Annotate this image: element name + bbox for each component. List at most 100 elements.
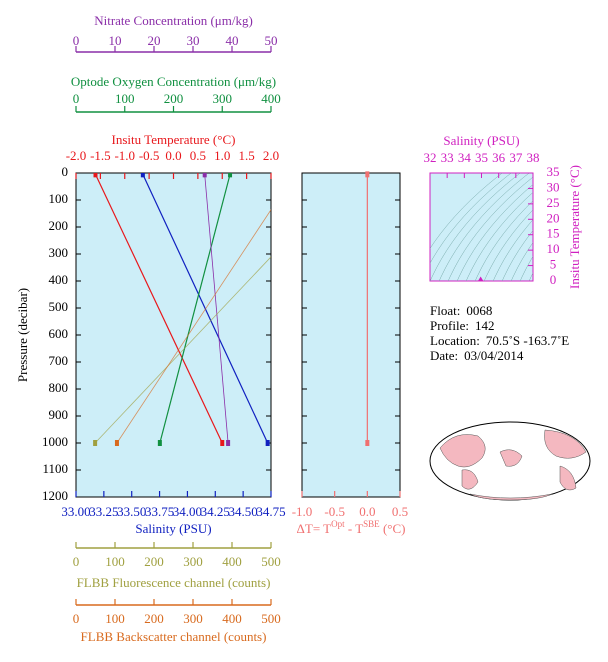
- x-tick-label: 0: [73, 91, 80, 106]
- profile-marker: [202, 173, 207, 178]
- plot-area: [75, 172, 272, 498]
- float-info-label: Date:: [430, 348, 458, 363]
- x-tick-label: 100: [105, 554, 125, 569]
- density-contour: [519, 255, 533, 281]
- plot-area: [301, 172, 401, 498]
- x-tick-label: 0.5: [190, 148, 206, 163]
- x-tick-label: 0: [73, 33, 80, 48]
- x-tick-label: 35: [475, 150, 488, 165]
- profile-marker: [228, 173, 233, 178]
- x-axis-title: FLBB Backscatter channel (counts): [81, 629, 267, 644]
- y-tick-label: 30: [547, 179, 560, 194]
- profile-line: [159, 174, 231, 444]
- density-contour: [447, 176, 533, 281]
- profile-marker: [157, 440, 162, 446]
- y-tick-label: 400: [49, 272, 69, 287]
- x-tick-label: 400: [222, 611, 242, 626]
- x-tick-label: 500: [261, 611, 281, 626]
- x-tick-label: 0: [73, 554, 80, 569]
- x-tick-label: 40: [226, 33, 239, 48]
- x-axis-title: Nitrate Concentration (μm/kg): [94, 13, 253, 28]
- x-tick-label: 10: [109, 33, 122, 48]
- profile-marker: [265, 440, 270, 446]
- float-info-value: 0068: [466, 303, 492, 318]
- x-tick-label: 30: [187, 33, 200, 48]
- x-tick-label: 34.50: [229, 504, 258, 519]
- x-axis-title-part: SBE: [363, 519, 380, 529]
- x-tick-label: 32: [424, 150, 437, 165]
- y-tick-label: 0: [550, 272, 557, 287]
- x-tick-label: 300: [213, 91, 233, 106]
- float-info-label: Float:: [430, 303, 460, 318]
- x-tick-label: 100: [105, 611, 125, 626]
- density-contour: [430, 173, 521, 281]
- profile-line: [204, 174, 229, 444]
- y-tick-label: 800: [49, 380, 69, 395]
- float-info: Location: 70.5˚S -163.7˚E: [430, 333, 569, 348]
- x-tick-label: 34.25: [201, 504, 230, 519]
- profile-marker: [93, 173, 98, 178]
- profile-marker: [114, 440, 119, 446]
- x-tick-label: 33: [441, 150, 454, 165]
- profile-marker: [292, 171, 296, 177]
- float-info-value: 70.5˚S -163.7˚E: [486, 333, 569, 348]
- density-contour: [430, 173, 503, 249]
- x-tick-label: 0.0: [165, 148, 181, 163]
- profile-marker: [226, 440, 231, 446]
- x-tick-label: 0.5: [392, 504, 408, 519]
- y-axis-title: Insitu Temperature (°C): [567, 165, 582, 289]
- x-tick-label: -1.5: [90, 148, 111, 163]
- y-tick-label: 1200: [42, 488, 68, 503]
- y-tick-label: 10: [547, 241, 560, 256]
- profile-line: [116, 209, 271, 444]
- profile-marker: [365, 440, 370, 446]
- y-tick-label: 20: [547, 210, 560, 225]
- y-tick-label: 1000: [42, 434, 68, 449]
- density-contour: [474, 200, 533, 281]
- y-tick-label: 300: [49, 245, 69, 260]
- x-tick-label: 0: [73, 611, 80, 626]
- x-axis-title-part: - T: [345, 521, 364, 536]
- density-contour: [510, 242, 533, 281]
- y-tick-label: 1100: [42, 461, 68, 476]
- x-axis-title: ΔT= TOpt - TSBE (°C): [297, 519, 406, 536]
- x-axis-title: FLBB Fluorescence channel (counts): [77, 575, 271, 590]
- float-info: Profile: 142: [430, 318, 495, 333]
- x-tick-label: 34.75: [256, 504, 285, 519]
- x-tick-label: 2.0: [263, 148, 279, 163]
- x-tick-label: 1.5: [239, 148, 255, 163]
- x-tick-label: 300: [183, 554, 203, 569]
- x-axis-title-part: (°C): [380, 521, 406, 536]
- ts-point: [477, 276, 484, 282]
- x-axis-title: Optode Oxygen Concentration (μm/kg): [71, 74, 276, 89]
- x-tick-label: 33.25: [89, 504, 118, 519]
- x-tick-label: 500: [261, 554, 281, 569]
- y-tick-label: 35: [547, 164, 560, 179]
- x-tick-label: 37: [509, 150, 523, 165]
- data-layer: [365, 171, 370, 446]
- x-axis-title: Salinity (PSU): [135, 521, 211, 536]
- float-info-value: 142: [475, 318, 495, 333]
- x-tick-label: 400: [261, 91, 281, 106]
- density-contour: [483, 209, 533, 281]
- density-contour: [430, 173, 512, 264]
- x-axis-title-part: ΔT= T: [297, 521, 332, 536]
- y-tick-label: 5: [550, 257, 557, 272]
- profile-marker: [93, 440, 98, 446]
- x-tick-label: 0.0: [359, 504, 375, 519]
- x-tick-label: 38: [527, 150, 540, 165]
- x-tick-label: 1.0: [214, 148, 230, 163]
- profile-marker: [220, 440, 225, 446]
- x-tick-label: 33.00: [61, 504, 90, 519]
- y-tick-label: 700: [49, 353, 69, 368]
- density-contour: [465, 192, 533, 281]
- x-tick-label: 33.75: [145, 504, 174, 519]
- profile-line: [94, 174, 223, 444]
- x-tick-label: 200: [164, 91, 184, 106]
- y-tick-label: 15: [547, 226, 560, 241]
- y-tick-label: 600: [49, 326, 69, 341]
- x-tick-label: -0.5: [139, 148, 160, 163]
- float-info-label: Profile:: [430, 318, 469, 333]
- profile-marker: [140, 173, 145, 178]
